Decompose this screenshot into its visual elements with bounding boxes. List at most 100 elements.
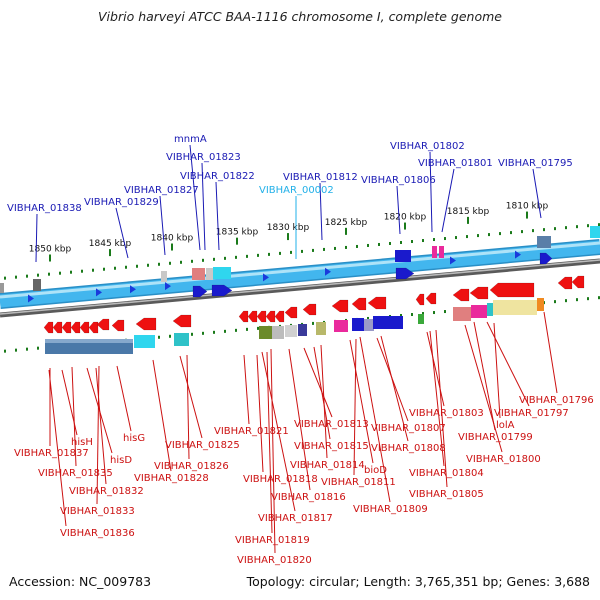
backbone-arrow	[96, 288, 102, 297]
leader-line	[441, 168, 455, 233]
tick-mark-inner	[26, 347, 28, 351]
tick-mark-outer	[444, 237, 446, 241]
tick-mark-outer	[202, 258, 204, 262]
feature-edge-left	[0, 283, 4, 293]
feature-VIBHAR_01800-block	[471, 305, 487, 318]
tick-mark-outer	[147, 263, 149, 267]
gene-VIBHAR_01816	[284, 306, 298, 319]
feature-VIBHAR_01796-block	[537, 298, 544, 311]
bottom-label: bioD	[364, 465, 387, 476]
feature-VIBHAR_01811-block	[364, 319, 374, 331]
leader-line	[464, 324, 503, 453]
tick-mark-inner	[411, 313, 413, 317]
feature-VIBHAR_01826-block	[134, 335, 155, 348]
gene-VIBHAR_01797	[489, 282, 535, 298]
tick-mark-outer	[378, 242, 380, 246]
scale-label: 1835 kbp	[216, 228, 259, 238]
feature-VIBHAR_01815-block	[316, 322, 326, 335]
bottom-label: VIBHAR_01814	[290, 460, 365, 471]
leader-line	[243, 354, 250, 425]
tick-mark-outer	[81, 269, 83, 273]
scale-major-tick	[236, 237, 238, 245]
tick-mark-outer	[422, 239, 424, 243]
tick-mark-outer	[400, 241, 402, 244]
tick-mark-inner	[15, 348, 17, 352]
tick-mark-inner	[235, 328, 237, 332]
tick-mark-inner	[565, 299, 567, 303]
backbone-highlight	[0, 241, 600, 299]
tick-mark-inner	[224, 329, 226, 333]
gene-VIBHAR_01825	[172, 314, 192, 328]
tick-mark-inner	[400, 314, 402, 317]
tick-mark-outer	[246, 254, 248, 258]
tick-mark-outer	[26, 274, 28, 278]
genome-summary-text: Topology: circular; Length: 3,765,351 bp…	[246, 574, 590, 589]
bottom-label: hisH	[71, 437, 93, 448]
tick-mark-inner	[158, 335, 160, 339]
gene-VIBHAR_0181x	[256, 310, 267, 323]
bottom-label: VIBHAR_01821	[214, 426, 289, 437]
leader-line	[71, 366, 77, 467]
scale-label: 1810 kbp	[506, 202, 549, 212]
tick-mark-outer	[37, 273, 39, 277]
gene-VIBHAR_01811	[351, 297, 367, 311]
tick-mark-outer	[598, 223, 600, 227]
leader-line	[116, 365, 132, 432]
tick-mark-inner	[422, 312, 424, 316]
leader-line	[349, 339, 374, 464]
bottom-label: VIBHAR_01820	[237, 555, 312, 566]
tick-mark-outer	[125, 265, 127, 269]
tick-mark-outer	[180, 260, 182, 264]
gene-VIBHAR_01826	[135, 317, 157, 331]
tick-mark-outer	[389, 241, 391, 245]
gene-bioD	[367, 296, 387, 310]
bottom-label: VIBHAR_01828	[134, 473, 209, 484]
tick-mark-outer	[565, 226, 567, 230]
feature-VIBHAR_01799-block	[487, 303, 493, 316]
leader-line	[35, 213, 38, 263]
tick-mark-outer	[466, 235, 468, 239]
bottom-label: VIBHAR_01799	[458, 432, 533, 443]
bottom-label: hisD	[110, 455, 132, 466]
leader-line	[313, 346, 331, 440]
scale-label: 1845 kbp	[89, 239, 132, 249]
leader-line	[493, 322, 501, 419]
leader-line	[380, 335, 409, 442]
bottom-label: VIBHAR_01825	[165, 440, 240, 451]
leader-line	[152, 359, 172, 472]
feature-mnmA-block	[192, 268, 205, 280]
bottom-label: VIBHAR_01796	[519, 395, 594, 406]
scale-major-tick	[404, 222, 406, 230]
tick-mark-outer	[367, 243, 369, 247]
bottom-label: VIBHAR_01805	[409, 489, 484, 500]
gene-VIBHAR_01806	[395, 267, 415, 280]
tick-mark-inner	[433, 311, 435, 315]
bottom-label: VIBHAR_01836	[60, 528, 135, 539]
gene-VIBHAR_01799	[469, 286, 489, 300]
feature-VIBHAR_01803-block	[453, 307, 471, 321]
bottom-label: VIBHAR_01804	[409, 468, 484, 479]
tick-mark-outer	[521, 230, 523, 234]
tick-mark-outer	[488, 233, 490, 237]
backbone-arrow	[165, 282, 171, 291]
feature-VIBHAR_01813-block	[334, 320, 348, 332]
gene-VIBHAR_01822	[211, 284, 233, 297]
tick-mark-outer	[257, 253, 259, 257]
tick-mark-outer	[70, 270, 72, 274]
feature-his-block-shade	[45, 339, 133, 343]
tick-mark-outer	[576, 225, 578, 229]
leader-line	[319, 182, 323, 241]
tick-mark-inner	[587, 297, 589, 301]
tick-mark-outer	[4, 276, 6, 280]
gene-VIBHAR_0181x	[247, 310, 258, 323]
bottom-label: VIBHAR_01832	[69, 486, 144, 497]
bottom-label: VIBHAR_01815	[294, 441, 369, 452]
inner-track	[0, 258, 600, 318]
leader-line	[353, 338, 357, 476]
gene-his-operon	[79, 321, 90, 334]
scale-major-tick	[287, 233, 289, 241]
gene-features	[0, 226, 600, 354]
scale-label: 1850 kbp	[29, 245, 72, 255]
tick-mark-outer	[169, 261, 171, 265]
